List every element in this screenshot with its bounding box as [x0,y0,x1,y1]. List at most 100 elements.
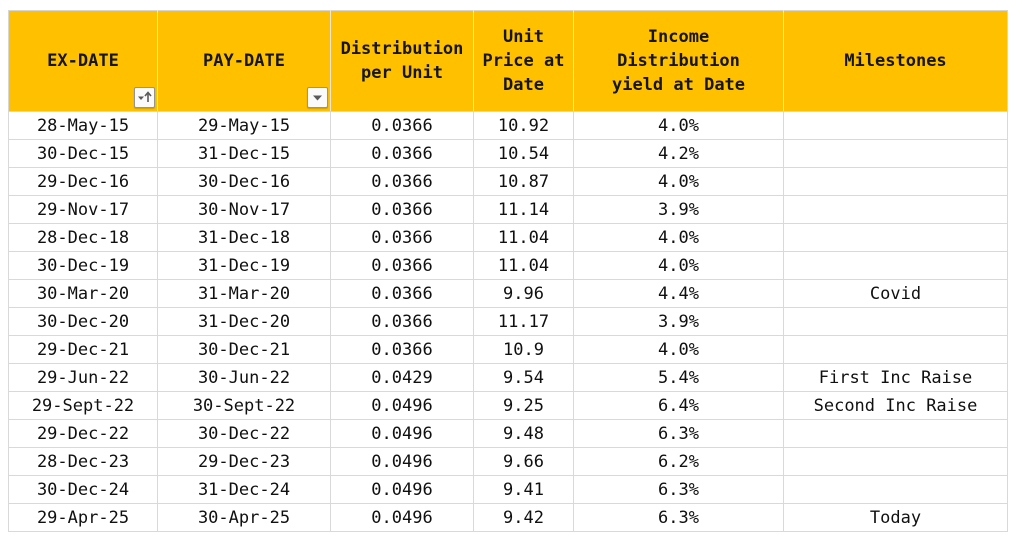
cell-ex-date[interactable]: 30-Mar-20 [8,279,158,308]
column-header-label: Distribution per Unit [340,39,464,83]
cell-distribution-per-unit[interactable]: 0.0366 [330,279,474,308]
cell-income-distribution-yield[interactable]: 4.0% [573,167,784,196]
cell-ex-date[interactable]: 28-May-15 [8,111,158,140]
cell-distribution-per-unit[interactable]: 0.0366 [330,223,474,252]
cell-milestones[interactable] [783,111,1008,140]
cell-ex-date[interactable]: 29-Jun-22 [8,363,158,392]
column-header-pay-date[interactable]: PAY-DATE [157,10,331,112]
cell-pay-date[interactable]: 29-Dec-23 [157,447,331,476]
cell-pay-date[interactable]: 30-Sept-22 [157,391,331,420]
column-header-unit-price-at-date[interactable]: Unit Price at Date [473,10,574,112]
column-header-milestones[interactable]: Milestones [783,10,1008,112]
cell-ex-date[interactable]: 30-Dec-19 [8,251,158,280]
cell-ex-date[interactable]: 29-Dec-16 [8,167,158,196]
spreadsheet-region: EX-DATE PAY-DATE [8,10,1008,532]
cell-pay-date[interactable]: 30-Nov-17 [157,195,331,224]
cell-pay-date[interactable]: 30-Dec-22 [157,419,331,448]
cell-ex-date[interactable]: 30-Dec-20 [8,307,158,336]
cell-milestones[interactable] [783,419,1008,448]
cell-ex-date[interactable]: 29-Apr-25 [8,503,158,532]
cell-unit-price-at-date[interactable]: 11.04 [473,223,574,252]
cell-distribution-per-unit[interactable]: 0.0496 [330,391,474,420]
cell-distribution-per-unit[interactable]: 0.0366 [330,335,474,364]
cell-unit-price-at-date[interactable]: 10.87 [473,167,574,196]
cell-pay-date[interactable]: 30-Dec-21 [157,335,331,364]
cell-income-distribution-yield[interactable]: 3.9% [573,195,784,224]
cell-unit-price-at-date[interactable]: 9.66 [473,447,574,476]
cell-income-distribution-yield[interactable]: 6.4% [573,391,784,420]
cell-milestones[interactable] [783,447,1008,476]
cell-ex-date[interactable]: 29-Sept-22 [8,391,158,420]
cell-unit-price-at-date[interactable]: 9.48 [473,419,574,448]
filter-dropdown-icon[interactable] [307,87,328,108]
cell-pay-date[interactable]: 29-May-15 [157,111,331,140]
cell-distribution-per-unit[interactable]: 0.0366 [330,251,474,280]
cell-distribution-per-unit[interactable]: 0.0429 [330,363,474,392]
cell-distribution-per-unit[interactable]: 0.0366 [330,167,474,196]
cell-pay-date[interactable]: 30-Jun-22 [157,363,331,392]
cell-unit-price-at-date[interactable]: 10.54 [473,139,574,168]
cell-income-distribution-yield[interactable]: 4.0% [573,251,784,280]
cell-unit-price-at-date[interactable]: 10.9 [473,335,574,364]
cell-pay-date[interactable]: 31-Dec-19 [157,251,331,280]
cell-distribution-per-unit[interactable]: 0.0366 [330,195,474,224]
cell-unit-price-at-date[interactable]: 11.04 [473,251,574,280]
cell-milestones[interactable] [783,251,1008,280]
cell-milestones[interactable]: First Inc Raise [783,363,1008,392]
cell-unit-price-at-date[interactable]: 11.14 [473,195,574,224]
cell-unit-price-at-date[interactable]: 9.54 [473,363,574,392]
cell-income-distribution-yield[interactable]: 6.3% [573,475,784,504]
cell-distribution-per-unit[interactable]: 0.0366 [330,139,474,168]
cell-milestones[interactable] [783,139,1008,168]
cell-distribution-per-unit[interactable]: 0.0366 [330,111,474,140]
cell-milestones[interactable] [783,167,1008,196]
cell-unit-price-at-date[interactable]: 10.92 [473,111,574,140]
cell-income-distribution-yield[interactable]: 6.3% [573,503,784,532]
cell-ex-date[interactable]: 30-Dec-24 [8,475,158,504]
cell-ex-date[interactable]: 28-Dec-23 [8,447,158,476]
cell-income-distribution-yield[interactable]: 4.0% [573,335,784,364]
cell-distribution-per-unit[interactable]: 0.0366 [330,307,474,336]
cell-pay-date[interactable]: 31-Mar-20 [157,279,331,308]
cell-unit-price-at-date[interactable]: 11.17 [473,307,574,336]
cell-income-distribution-yield[interactable]: 4.0% [573,223,784,252]
cell-income-distribution-yield[interactable]: 3.9% [573,307,784,336]
cell-income-distribution-yield[interactable]: 4.0% [573,111,784,140]
cell-income-distribution-yield[interactable]: 6.3% [573,419,784,448]
cell-pay-date[interactable]: 31-Dec-24 [157,475,331,504]
cell-ex-date[interactable]: 30-Dec-15 [8,139,158,168]
cell-milestones[interactable] [783,335,1008,364]
cell-unit-price-at-date[interactable]: 9.25 [473,391,574,420]
cell-milestones[interactable] [783,223,1008,252]
cell-distribution-per-unit[interactable]: 0.0496 [330,475,474,504]
cell-income-distribution-yield[interactable]: 4.2% [573,139,784,168]
cell-pay-date[interactable]: 31-Dec-18 [157,223,331,252]
column-header-ex-date[interactable]: EX-DATE [8,10,158,112]
cell-ex-date[interactable]: 29-Nov-17 [8,195,158,224]
cell-unit-price-at-date[interactable]: 9.42 [473,503,574,532]
cell-income-distribution-yield[interactable]: 5.4% [573,363,784,392]
cell-pay-date[interactable]: 30-Dec-16 [157,167,331,196]
cell-pay-date[interactable]: 30-Apr-25 [157,503,331,532]
cell-distribution-per-unit[interactable]: 0.0496 [330,503,474,532]
cell-milestones[interactable] [783,475,1008,504]
cell-milestones[interactable]: Today [783,503,1008,532]
cell-milestones[interactable]: Second Inc Raise [783,391,1008,420]
cell-ex-date[interactable]: 28-Dec-18 [8,223,158,252]
cell-ex-date[interactable]: 29-Dec-21 [8,335,158,364]
cell-income-distribution-yield[interactable]: 4.4% [573,279,784,308]
column-header-income-distribution-yield[interactable]: Income Distribution yield at Date [573,10,784,112]
cell-pay-date[interactable]: 31-Dec-15 [157,139,331,168]
cell-milestones[interactable] [783,307,1008,336]
cell-pay-date[interactable]: 31-Dec-20 [157,307,331,336]
cell-distribution-per-unit[interactable]: 0.0496 [330,447,474,476]
column-header-distribution-per-unit[interactable]: Distribution per Unit [330,10,474,112]
cell-income-distribution-yield[interactable]: 6.2% [573,447,784,476]
cell-ex-date[interactable]: 29-Dec-22 [8,419,158,448]
cell-milestones[interactable]: Covid [783,279,1008,308]
cell-distribution-per-unit[interactable]: 0.0496 [330,419,474,448]
cell-unit-price-at-date[interactable]: 9.41 [473,475,574,504]
cell-unit-price-at-date[interactable]: 9.96 [473,279,574,308]
cell-milestones[interactable] [783,195,1008,224]
sort-ascending-filter-icon[interactable] [134,87,155,108]
